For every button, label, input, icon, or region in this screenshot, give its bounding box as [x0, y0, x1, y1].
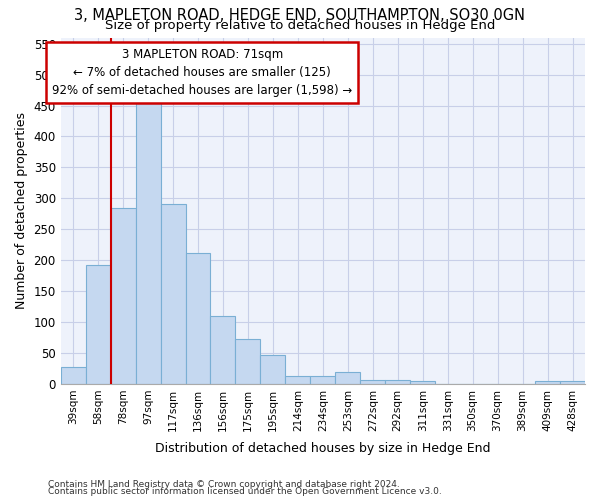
Bar — [385, 380, 410, 384]
Text: Contains HM Land Registry data © Crown copyright and database right 2024.: Contains HM Land Registry data © Crown c… — [48, 480, 400, 489]
Bar — [110, 208, 136, 384]
Bar — [286, 376, 310, 384]
Bar — [410, 381, 435, 384]
Bar — [235, 338, 260, 384]
Bar — [360, 380, 385, 384]
X-axis label: Distribution of detached houses by size in Hedge End: Distribution of detached houses by size … — [155, 442, 491, 455]
Bar — [161, 204, 185, 384]
Y-axis label: Number of detached properties: Number of detached properties — [15, 112, 28, 309]
Bar — [310, 376, 335, 384]
Text: 3, MAPLETON ROAD, HEDGE END, SOUTHAMPTON, SO30 0GN: 3, MAPLETON ROAD, HEDGE END, SOUTHAMPTON… — [74, 8, 526, 22]
Bar — [86, 265, 110, 384]
Text: Size of property relative to detached houses in Hedge End: Size of property relative to detached ho… — [105, 19, 495, 32]
Bar — [335, 372, 360, 384]
Text: Contains public sector information licensed under the Open Government Licence v3: Contains public sector information licen… — [48, 487, 442, 496]
Bar — [211, 316, 235, 384]
Bar — [535, 381, 560, 384]
Bar — [560, 381, 585, 384]
Bar — [185, 253, 211, 384]
Bar — [61, 366, 86, 384]
Text: 3 MAPLETON ROAD: 71sqm
← 7% of detached houses are smaller (125)
92% of semi-det: 3 MAPLETON ROAD: 71sqm ← 7% of detached … — [52, 48, 352, 97]
Bar — [136, 101, 161, 384]
Bar — [260, 356, 286, 384]
